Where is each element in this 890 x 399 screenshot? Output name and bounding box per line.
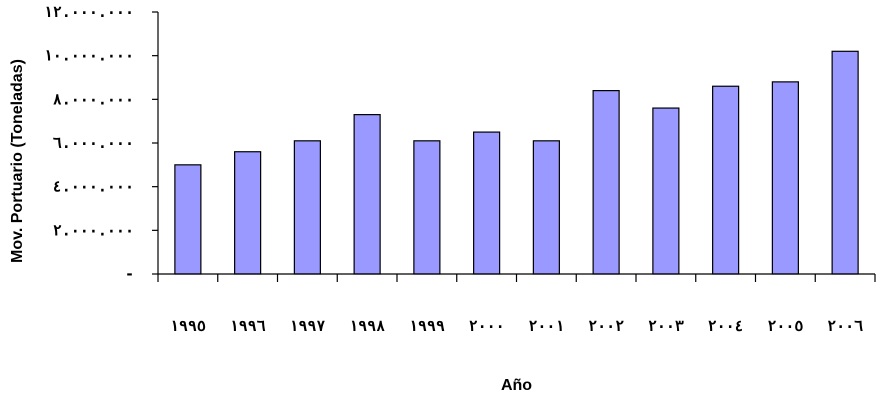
bars	[174, 50, 859, 275]
y-tick-label: ١٢.٠٠٠.٠٠٠	[44, 3, 134, 21]
bar	[831, 50, 859, 275]
bar	[532, 140, 560, 275]
y-tick-label: ٢.٠٠٠.٠٠٠	[53, 221, 134, 239]
x-tick-label: ٢٠٠٤	[708, 317, 744, 335]
x-tick-label: ١٩٩٩	[409, 317, 445, 335]
x-tick-label: ٢٠٠٠	[469, 317, 505, 335]
y-axis-ticks: - ٢.٠٠٠.٠٠٠ ٤.٠٠٠.٠٠٠ ٦.٠٠٠.٠٠٠ ٨.٠٠٠.٠٠٠ ١٠.…	[44, 3, 158, 283]
y-tick-label: ١٠.٠٠٠.٠٠٠	[44, 47, 134, 65]
x-tick-label: ٢٠٠٢	[588, 317, 624, 335]
bar	[234, 151, 262, 275]
bar	[353, 114, 381, 275]
bar	[473, 131, 501, 275]
x-tick-label: ٢٠٠٣	[648, 317, 684, 335]
x-tick-label: ١٩٩٨	[349, 317, 385, 335]
x-tick-label: ١٩٩٧	[289, 317, 325, 335]
bar	[712, 85, 740, 275]
y-tick-label: ٨.٠٠٠.٠٠٠	[53, 90, 134, 108]
x-tick-label: ٢٠٠١	[528, 317, 564, 335]
x-tick-label: ١٩٩٥	[170, 317, 206, 335]
bar	[293, 140, 321, 275]
y-tick-label: ٦.٠٠٠.٠٠٠	[53, 134, 134, 152]
x-tick-label: ١٩٩٦	[230, 317, 266, 335]
bar	[592, 89, 620, 275]
bar	[413, 140, 441, 275]
x-axis-title: Año	[501, 377, 532, 394]
y-tick-label: -	[125, 265, 134, 283]
y-axis-title: Mov. Portuario (Toneladas)	[9, 59, 26, 263]
bar	[652, 107, 680, 275]
x-tick-label: ٢٠٠٦	[827, 317, 863, 335]
bar	[771, 81, 799, 275]
y-tick-label: ٤.٠٠٠.٠٠٠	[53, 178, 134, 196]
x-tick-label: ٢٠٠٥	[767, 317, 803, 335]
bar	[174, 164, 202, 275]
x-axis-ticks: ١٩٩٥ ١٩٩٦ ١٩٩٧ ١٩٩٨ ١٩٩٩ ٢٠٠٠ ٢٠٠١ ٢٠٠٢ ٢٠٠٣ ٢٠٠٤…	[157, 274, 876, 335]
